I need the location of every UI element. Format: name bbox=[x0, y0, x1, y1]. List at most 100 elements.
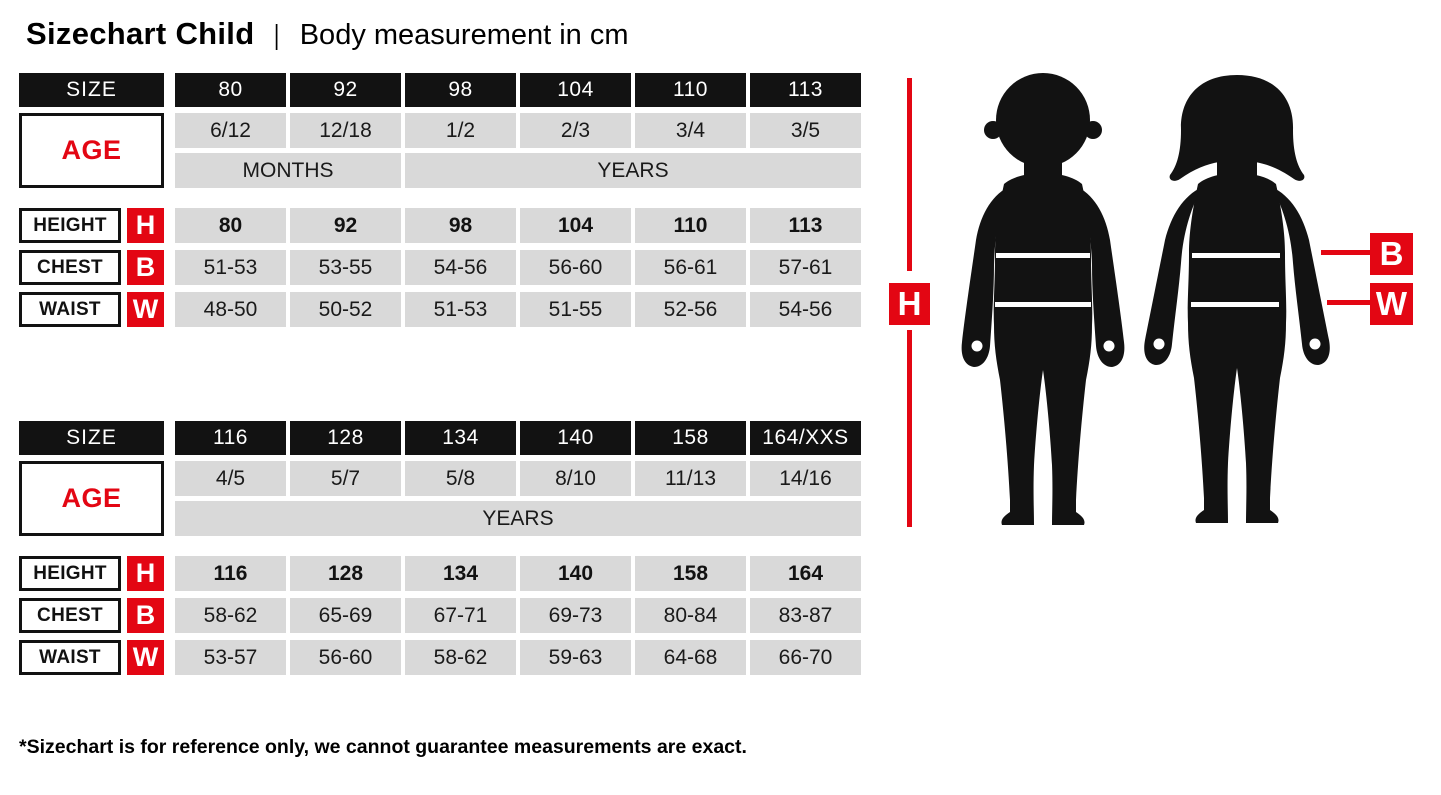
waist-value-cell: 66-70 bbox=[750, 640, 861, 675]
height-value-cell: 164 bbox=[750, 556, 861, 591]
size-value-cell: 104 bbox=[520, 73, 631, 107]
chest-value-cell: 65-69 bbox=[290, 598, 401, 633]
age-value-cell: 12/18 bbox=[290, 113, 401, 148]
size-value-cell: 164/XXS bbox=[750, 421, 861, 455]
title-subtitle: Body measurement in cm bbox=[299, 19, 629, 51]
height-value-cell: 158 bbox=[635, 556, 746, 591]
size-value-cell: 140 bbox=[520, 421, 631, 455]
age-value-cell: 4/5 bbox=[175, 461, 286, 496]
height-value-cell: 104 bbox=[520, 208, 631, 243]
size-value-cell: 98 bbox=[405, 73, 516, 107]
size-header-label: SIZE bbox=[19, 421, 164, 455]
height-row: HEIGHT H 116 128 134 140 158 164 bbox=[19, 556, 861, 591]
waist-value-cell: 50-52 bbox=[290, 292, 401, 327]
age-unit-cell: MONTHS bbox=[175, 153, 401, 188]
age-value-cell: 3/4 bbox=[635, 113, 746, 148]
waist-value-cell: 64-68 bbox=[635, 640, 746, 675]
height-line-top bbox=[907, 78, 912, 271]
age-units-row: YEARS bbox=[19, 501, 861, 536]
chest-pointer-line bbox=[1321, 250, 1370, 255]
chest-value-cell: 83-87 bbox=[750, 598, 861, 633]
chest-value-cell: 80-84 bbox=[635, 598, 746, 633]
height-value-cell: 98 bbox=[405, 208, 516, 243]
chest-row: CHEST B 51-53 53-55 54-56 56-60 56-61 57-61 bbox=[19, 250, 861, 285]
height-value-cell: 116 bbox=[175, 556, 286, 591]
page-title: Sizechart Child | Body measurement in cm bbox=[26, 16, 629, 52]
size-value-cell: 110 bbox=[635, 73, 746, 107]
waist-letter-badge: W bbox=[127, 292, 164, 327]
age-value-cell: 3/5 bbox=[750, 113, 861, 148]
svg-text:H: H bbox=[898, 285, 922, 322]
size-value-cell: 134 bbox=[405, 421, 516, 455]
sizechart-table-small: SIZE 80 92 98 104 110 113 6/12 12/18 1/2 2/3 3/4 3… bbox=[19, 73, 861, 327]
chest-letter-badge: B bbox=[127, 250, 164, 285]
height-value-cell: 128 bbox=[290, 556, 401, 591]
height-value-cell: 80 bbox=[175, 208, 286, 243]
svg-text:W: W bbox=[1376, 285, 1408, 322]
size-header-label: SIZE bbox=[19, 73, 164, 107]
chest-label: CHEST bbox=[19, 250, 121, 285]
chest-value-cell: 51-53 bbox=[175, 250, 286, 285]
height-value-cell: 134 bbox=[405, 556, 516, 591]
waist-letter-badge: W bbox=[127, 640, 164, 675]
height-letter-badge: H bbox=[127, 208, 164, 243]
chest-value-cell: 58-62 bbox=[175, 598, 286, 633]
age-value-cell: 5/8 bbox=[405, 461, 516, 496]
waist-value-cell: 48-50 bbox=[175, 292, 286, 327]
boy-chest-line bbox=[996, 253, 1090, 258]
waist-value-cell: 52-56 bbox=[635, 292, 746, 327]
chest-value-cell: 67-71 bbox=[405, 598, 516, 633]
title-separator: | bbox=[274, 19, 280, 50]
age-row: 6/12 12/18 1/2 2/3 3/4 3/5 bbox=[19, 113, 861, 148]
size-value-cell: 128 bbox=[290, 421, 401, 455]
chest-value-cell: 54-56 bbox=[405, 250, 516, 285]
age-header-label: AGE bbox=[19, 461, 164, 536]
waist-value-cell: 59-63 bbox=[520, 640, 631, 675]
chest-value-cell: 57-61 bbox=[750, 250, 861, 285]
age-value-cell: 6/12 bbox=[175, 113, 286, 148]
chest-value-cell: 56-61 bbox=[635, 250, 746, 285]
age-unit-cell: YEARS bbox=[175, 501, 861, 536]
sizechart-table-large: SIZE 116 128 134 140 158 164/XXS 4/5 5/7 5/8 8/1… bbox=[19, 421, 861, 675]
height-marker-badge: H bbox=[889, 283, 930, 325]
disclaimer-footnote: *Sizechart is for reference only, we can… bbox=[19, 736, 747, 758]
height-value-cell: 113 bbox=[750, 208, 861, 243]
height-value-cell: 140 bbox=[520, 556, 631, 591]
age-value-cell: 2/3 bbox=[520, 113, 631, 148]
chest-value-cell: 56-60 bbox=[520, 250, 631, 285]
boy-silhouette bbox=[961, 73, 1125, 525]
age-value-cell: 14/16 bbox=[750, 461, 861, 496]
size-value-cell: 113 bbox=[750, 73, 861, 107]
height-letter-badge: H bbox=[127, 556, 164, 591]
chest-row: CHEST B 58-62 65-69 67-71 69-73 80-84 83-87 bbox=[19, 598, 861, 633]
age-value-cell: 8/10 bbox=[520, 461, 631, 496]
age-header-label: AGE bbox=[19, 113, 164, 188]
girl-waist-line bbox=[1191, 302, 1279, 307]
waist-value-cell: 56-60 bbox=[290, 640, 401, 675]
figure-svg: H bbox=[889, 73, 1413, 527]
girl-chest-line bbox=[1192, 253, 1280, 258]
waist-marker-badge: W bbox=[1370, 283, 1413, 325]
chest-value-cell: 53-55 bbox=[290, 250, 401, 285]
age-value-cell: 11/13 bbox=[635, 461, 746, 496]
age-unit-cell: YEARS bbox=[405, 153, 861, 188]
waist-row: WAIST W 53-57 56-60 58-62 59-63 64-68 66-70 bbox=[19, 640, 861, 675]
age-value-cell: 5/7 bbox=[290, 461, 401, 496]
measurement-figure: H bbox=[880, 60, 1441, 540]
svg-text:B: B bbox=[1380, 235, 1404, 272]
height-label: HEIGHT bbox=[19, 556, 121, 591]
height-value-cell: 92 bbox=[290, 208, 401, 243]
chest-letter-badge: B bbox=[127, 598, 164, 633]
waist-value-cell: 58-62 bbox=[405, 640, 516, 675]
height-line-bottom bbox=[907, 330, 912, 527]
chest-label: CHEST bbox=[19, 598, 121, 633]
age-units-row: MONTHS YEARS bbox=[19, 153, 861, 188]
age-value-cell: 1/2 bbox=[405, 113, 516, 148]
waist-pointer-line bbox=[1327, 300, 1370, 305]
boy-waist-line bbox=[995, 302, 1091, 307]
chest-value-cell: 69-73 bbox=[520, 598, 631, 633]
height-value-cell: 110 bbox=[635, 208, 746, 243]
chest-marker-badge: B bbox=[1370, 233, 1413, 275]
height-row: HEIGHT H 80 92 98 104 110 113 bbox=[19, 208, 861, 243]
